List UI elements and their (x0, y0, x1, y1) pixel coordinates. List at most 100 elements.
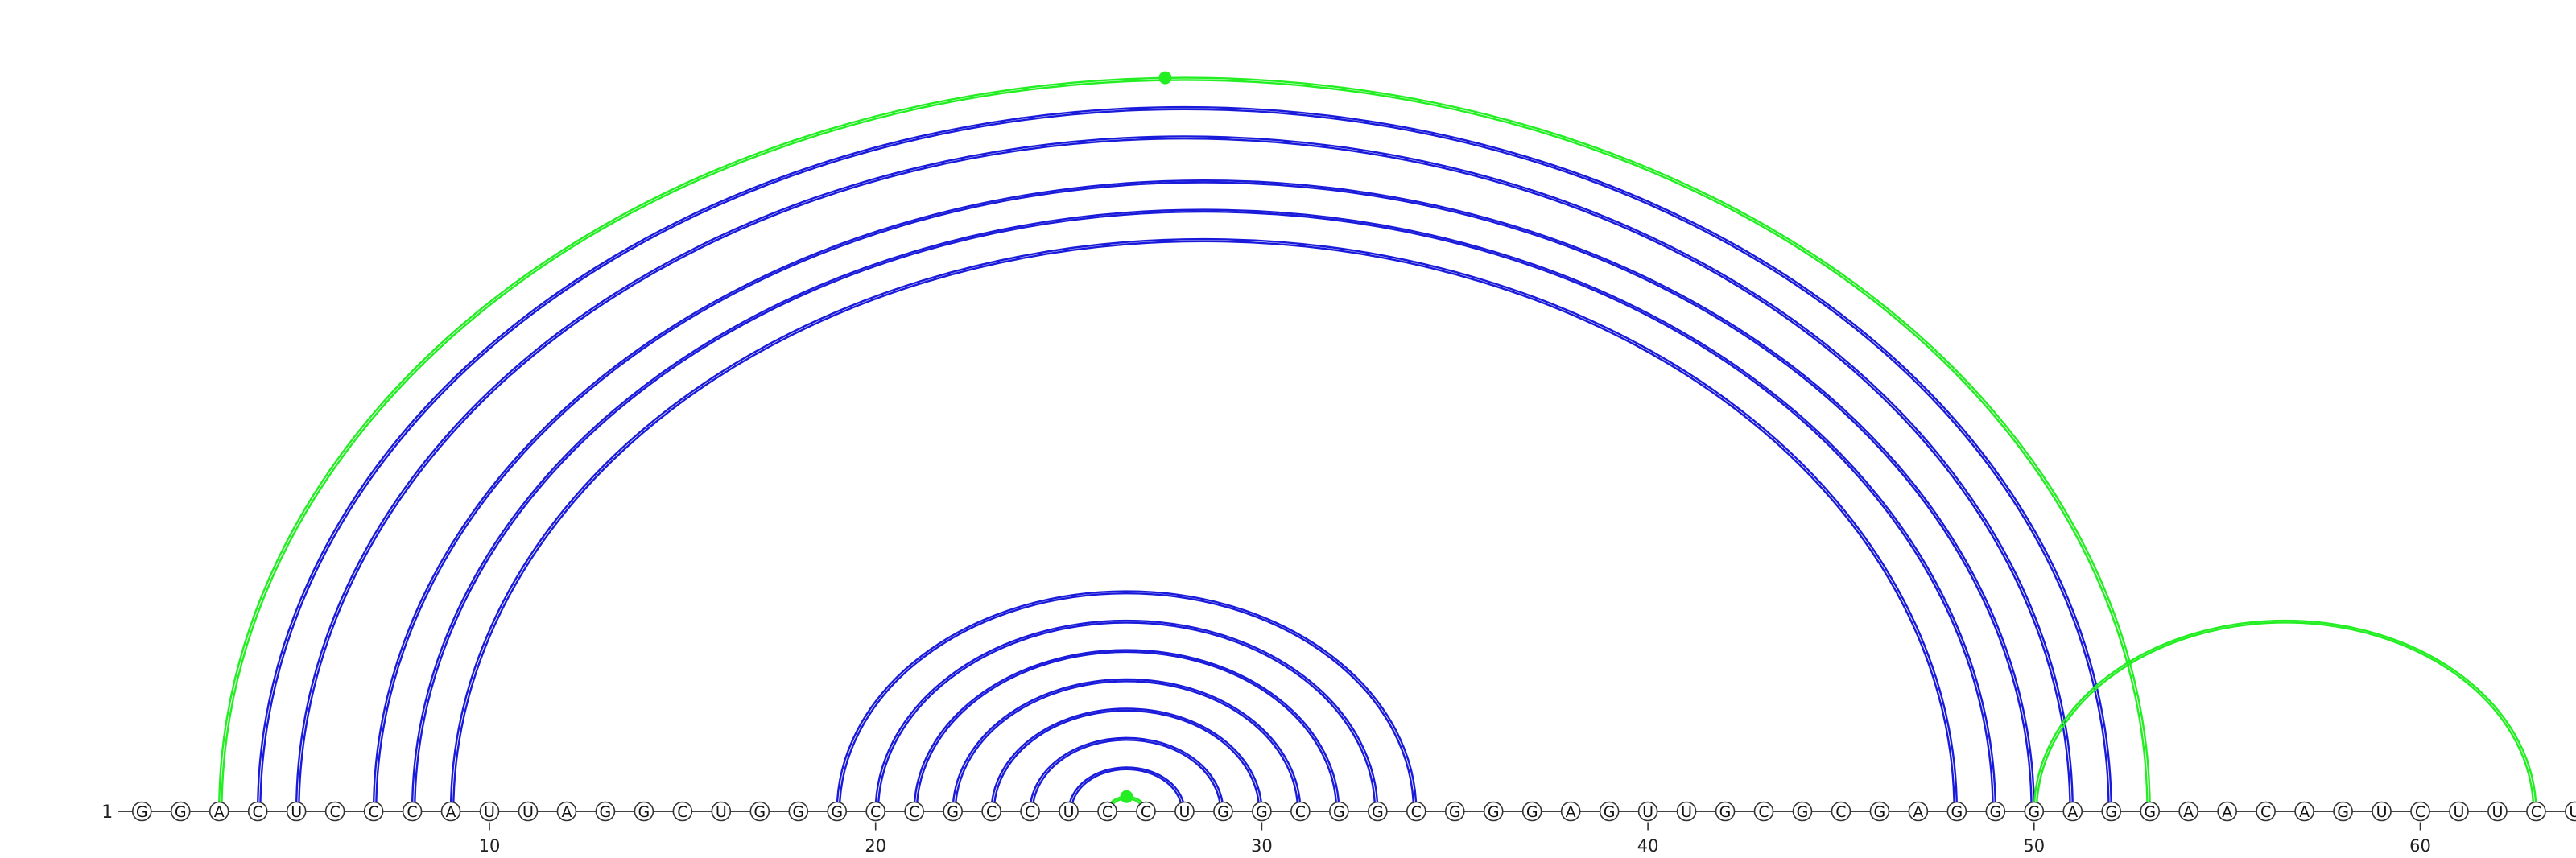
nucleotide-circle (518, 801, 539, 822)
blue-pair-arc-22-31 (954, 680, 1299, 812)
position-ticks: 102030405060708090100110120 (479, 822, 2431, 856)
nucleotide-circle (1637, 801, 1658, 822)
tick-label-50: 50 (2023, 836, 2045, 856)
blue-pair-arc-9-48 (452, 240, 1955, 812)
nucleotide-circle (2062, 801, 2083, 822)
nucleotide-circle (247, 801, 268, 822)
nucleotide-letter: U (291, 803, 302, 821)
nucleotide-circle (363, 801, 384, 822)
nucleotide-33: G (1368, 801, 1388, 822)
nucleotide-circle (1753, 801, 1774, 822)
nucleotide-circle (2140, 801, 2161, 822)
nucleotide-circle (286, 801, 307, 822)
nucleotide-circle (1560, 801, 1581, 822)
nucleotide-circle (749, 801, 770, 822)
nucleotide-letter: C (870, 803, 881, 821)
nucleotide-circle (1792, 801, 1813, 822)
nucleotide-63: C (2526, 801, 2546, 822)
nucleotide-circle (2217, 801, 2237, 822)
blue-pair-arc-24-29 (1031, 739, 1222, 812)
blue-pair-arc-4-52 (256, 105, 2112, 812)
nucleotide-circle (1676, 801, 1697, 822)
blue-pair-arc-5-51 (298, 137, 2071, 812)
base-pair-arcs (218, 76, 2537, 812)
nucleotide-letter: C (1295, 803, 1306, 821)
filled-marker-1 (1120, 790, 1133, 803)
nucleotide-28: U (1174, 801, 1195, 822)
nucleotide-circle (1406, 801, 1426, 822)
nucleotide-26: C (1097, 801, 1117, 822)
nucleotide-circle (1020, 801, 1040, 822)
nucleotide-letter: U (2376, 803, 2388, 821)
nucleotide-letter: U (2454, 803, 2465, 821)
nucleotide-circle (865, 801, 886, 822)
arc-markers (1120, 71, 1172, 803)
blue-pair-arc-7-50 (372, 179, 2035, 812)
nucleotide-8: C (402, 801, 423, 822)
blue-pair-arc-8-49 (414, 210, 1994, 812)
nucleotide-50: G (2024, 801, 2045, 822)
nucleotide-letter: G (1449, 803, 1461, 821)
nucleotide-letter: C (986, 803, 997, 821)
nucleotide-14: G (634, 801, 654, 822)
nucleotide-letter: G (2337, 803, 2349, 821)
nucleotide-letter: C (1141, 803, 1151, 821)
nucleotide-9: A (440, 801, 461, 822)
nucleotide-circle (2526, 801, 2546, 822)
nucleotide-letter: U (2491, 803, 2503, 821)
nucleotide-letter: U (484, 803, 495, 821)
blue-pair-arc-25-28 (1070, 768, 1183, 812)
nucleotide-letter: G (2105, 803, 2117, 821)
nucleotide-letter: G (600, 803, 612, 821)
nucleotide-17: G (749, 801, 770, 822)
tick-label-40: 40 (1637, 836, 1659, 856)
filled-marker-0 (1158, 71, 1172, 85)
nucleotide-circle (1290, 801, 1311, 822)
nucleotide-circle (1715, 801, 1736, 822)
nucleotide-circle (2333, 801, 2353, 822)
nucleotide-circle (2256, 801, 2276, 822)
nucleotide-circle (2101, 801, 2122, 822)
nucleotide-circle (711, 801, 732, 822)
nucleotide-circle (1174, 801, 1195, 822)
blue-pair-arc-22-31 (952, 678, 1302, 812)
nucleotide-circle (556, 801, 577, 822)
nucleotide-letter: A (1913, 803, 1923, 821)
nucleotide-letter: G (947, 803, 959, 821)
nucleotide-46: G (1869, 801, 1890, 822)
nucleotide-circle (788, 801, 809, 822)
nucleotide-circle (1252, 801, 1272, 822)
blue-pair-arc-9-48 (449, 237, 1959, 812)
green-pair-arc-3-53 (221, 78, 2149, 812)
nucleotide-letter: C (329, 803, 340, 821)
nucleotide-circle (1869, 801, 1890, 822)
nucleotide-letter: U (716, 803, 727, 821)
nucleotide-letter: A (2067, 803, 2078, 821)
nucleotide-letter: G (175, 803, 187, 821)
nucleotide-letter: U (522, 803, 534, 821)
nucleotide-55: A (2217, 801, 2237, 822)
nucleotide-letter: G (1333, 803, 1345, 821)
green-pair-arc-3-53 (218, 76, 2151, 812)
nucleotide-62: U (2487, 801, 2508, 822)
nucleotide-letter: G (1217, 803, 1229, 821)
nucleotide-61: U (2449, 801, 2469, 822)
nucleotide-circle (1483, 801, 1504, 822)
nucleotide-circle (402, 801, 423, 822)
blue-pair-arc-4-52 (259, 108, 2110, 812)
tick-label-30: 30 (1251, 836, 1273, 856)
nucleotide-letter: G (1604, 803, 1616, 821)
nucleotide-38: A (1560, 801, 1581, 822)
nucleotide-circle (1831, 801, 1852, 822)
nucleotide-16: U (711, 801, 732, 822)
nucleotide-circle (2372, 801, 2392, 822)
nucleotide-circle (981, 801, 1001, 822)
blue-pair-arc-19-34 (836, 590, 1418, 812)
blue-pair-arc-8-49 (411, 208, 1997, 812)
tick-label-20: 20 (865, 836, 886, 856)
nucleotide-36: G (1483, 801, 1504, 822)
nucleotide-letter: C (1102, 803, 1113, 821)
nucleotide-44: G (1792, 801, 1813, 822)
nucleotide-letter: C (1411, 803, 1422, 821)
nucleotide-39: G (1599, 801, 1620, 822)
